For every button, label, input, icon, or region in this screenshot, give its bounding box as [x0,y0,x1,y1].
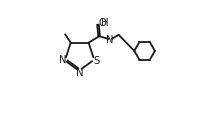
Text: S: S [93,56,99,66]
Text: O: O [99,18,106,28]
Text: N: N [106,35,114,45]
Text: N: N [60,55,67,65]
Text: H: H [101,18,108,28]
Text: N: N [76,68,83,78]
